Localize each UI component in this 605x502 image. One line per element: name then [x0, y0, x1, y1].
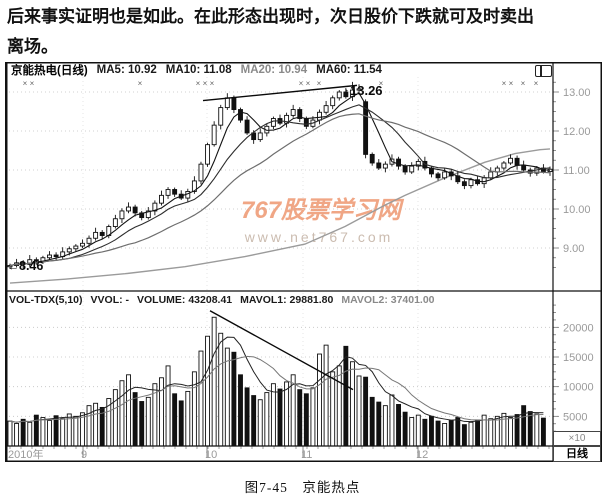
ma60-label: MA60: 11.54	[316, 64, 382, 76]
symbol-title: 京能热电(日线)	[11, 65, 88, 77]
svg-text:11: 11	[301, 449, 312, 461]
svg-text:9: 9	[81, 449, 87, 461]
svg-text:10: 10	[205, 449, 217, 461]
svg-text:13.00: 13.00	[563, 87, 591, 99]
figure-caption: 图7-45 京能热点	[244, 480, 361, 495]
up-arrow-icon: ↑	[344, 87, 349, 98]
vvol-label: VVOL: -	[90, 293, 130, 306]
volume-bars	[7, 316, 546, 447]
svg-text:10000: 10000	[563, 382, 594, 394]
period-box[interactable]: 日线	[553, 446, 601, 462]
svg-text:12.00: 12.00	[563, 126, 591, 138]
svg-text:×: ×	[30, 79, 35, 88]
svg-text:×: ×	[521, 79, 526, 88]
chart-canvas: × × × × × × × × × × × × × ×13.0012.0011.0010.009.0020…	[5, 62, 602, 462]
svg-text:×: ×	[138, 79, 143, 88]
svg-text:×: ×	[379, 79, 384, 88]
ma5-label: MA5: 10.92	[96, 64, 157, 76]
trendlines	[202, 84, 358, 391]
svg-text:×: ×	[203, 79, 208, 88]
volume-value-label: VOLUME: 43208.41	[137, 293, 233, 306]
svg-text:×: ×	[509, 79, 514, 88]
paragraph-line2: 离场。	[7, 37, 58, 56]
svg-text:9.00: 9.00	[563, 243, 584, 255]
svg-text:×: ×	[23, 79, 28, 88]
low-price-value: 8.46	[19, 259, 44, 273]
paragraph-line1: 后来事实证明也是如此。在此形态出现时，次日股价下跌就可及时卖出	[7, 7, 534, 26]
ex-dividend-marks: × × × × × × × × × × × × × ×	[23, 79, 539, 88]
svg-text:×: ×	[317, 79, 322, 88]
watermark-url: www.net767.com	[244, 229, 394, 245]
chart-header: 京能热电(日线) MA5: 10.92 MA10: 11.08 MA20: 10…	[11, 63, 382, 77]
chart-window-icon[interactable]	[535, 65, 552, 77]
svg-text:×: ×	[299, 79, 304, 88]
ma20-label: MA20: 10.94	[240, 64, 308, 76]
mavol2-label: MAVOL2: 37401.00	[341, 293, 435, 306]
svg-text:×: ×	[534, 79, 539, 88]
mavol1-label: MAVOL1: 29881.80	[240, 293, 334, 306]
vol-indicator-label: VOL-TDX(5,10)	[9, 293, 83, 306]
volume-ma-lines	[9, 336, 544, 423]
volume-header: VOL-TDX(5,10) VVOL: - VOLUME: 43208.41 M…	[9, 293, 435, 306]
stock-chart: 767股票学习网 www.net767.com × × × × × × × × × × × × × × 13…	[5, 62, 602, 462]
candlestick-layer	[7, 81, 553, 270]
svg-text:5000: 5000	[563, 411, 587, 423]
volume-unit-box: ×10	[553, 431, 601, 446]
low-price-annotation: ←8.46	[8, 259, 43, 273]
svg-text:20000: 20000	[563, 322, 594, 334]
svg-text:15000: 15000	[563, 352, 594, 364]
svg-text:2010年: 2010年	[8, 447, 43, 461]
frame-layer	[5, 62, 602, 462]
svg-text:10.00: 10.00	[563, 204, 591, 216]
svg-text:×: ×	[210, 79, 215, 88]
high-price-annotation: ↑13.26	[344, 83, 383, 98]
high-price-value: 13.26	[350, 83, 383, 98]
paragraph: 后来事实证明也是如此。在此形态出现时，次日股价下跌就可及时卖出 离场。	[7, 2, 601, 62]
ma60-line	[9, 148, 551, 284]
svg-text:×: ×	[306, 79, 311, 88]
left-arrow-icon: ←	[8, 261, 19, 273]
svg-text:×: ×	[502, 79, 507, 88]
svg-text:12: 12	[416, 449, 428, 461]
svg-text:11.00: 11.00	[563, 165, 590, 177]
ma10-label: MA10: 11.08	[165, 64, 232, 76]
svg-text:×: ×	[196, 79, 201, 88]
price-ma-lines	[9, 92, 551, 267]
